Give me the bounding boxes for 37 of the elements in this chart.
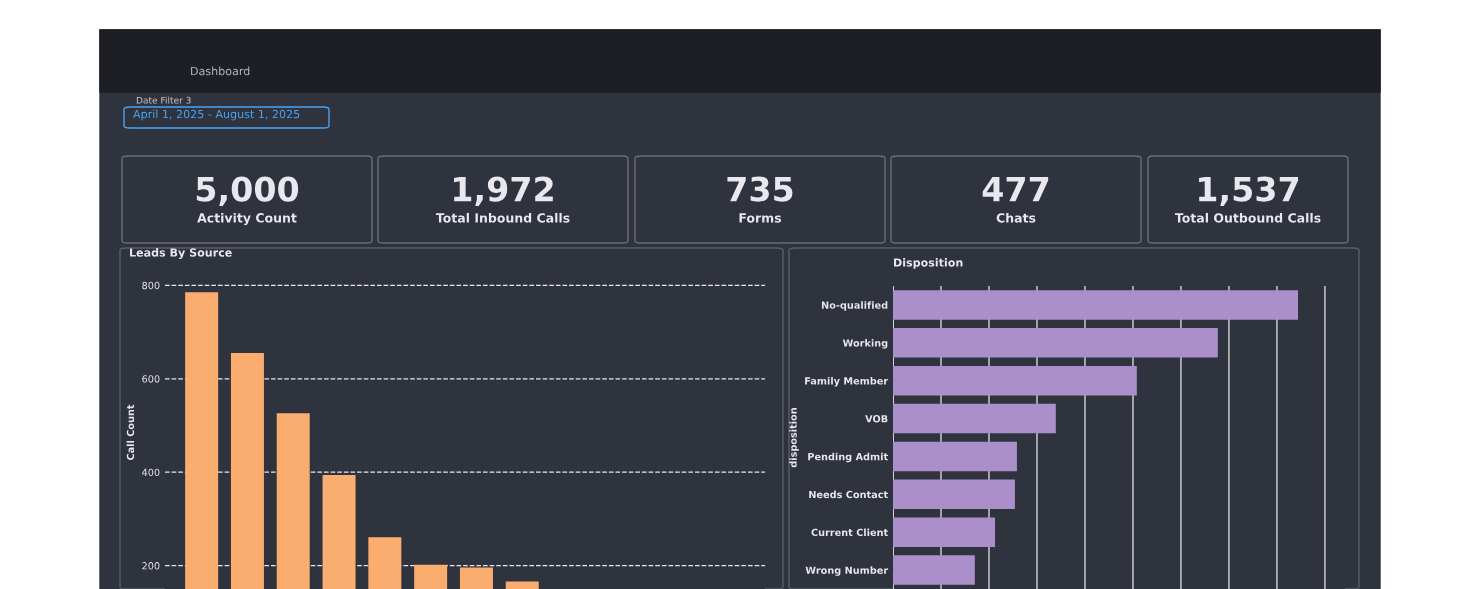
y-axis-title: Call Count [126, 404, 135, 461]
y-tick-label: 200 [142, 562, 160, 570]
y-tick-label: Working [842, 339, 888, 349]
bar [893, 517, 996, 547]
text: Dashboard [191, 66, 250, 76]
y-tick-label: Current Client [811, 528, 888, 537]
category-label: Total Outbound Calls [1174, 212, 1321, 223]
bar [893, 365, 1137, 396]
bar [893, 479, 1015, 510]
y-tick-label: Needs Contact [809, 490, 888, 499]
text: April 1, 2025 - August 1, 2025 [133, 109, 300, 121]
category-label: Activity Count [197, 212, 297, 226]
y-axis-title: disposition [789, 408, 799, 468]
y-tick-label: No-qualified [821, 301, 888, 311]
y-tick-label: Pending Admit [808, 452, 888, 463]
text: Date Filter 3 [136, 96, 191, 104]
y-tick-label: 600 [142, 375, 160, 383]
y-tick-label: 400 [142, 468, 160, 477]
category-label: Forms [739, 213, 782, 223]
bar [893, 441, 1017, 472]
text: 477 [982, 176, 1049, 202]
bar [893, 403, 1056, 434]
category-label: Chats [996, 212, 1036, 223]
bar [893, 555, 975, 585]
y-tick-label: VOB [865, 415, 888, 423]
y-tick-label: 800 [142, 281, 160, 290]
text: 735 [727, 176, 793, 202]
y-tick-label: Wrong Number [805, 566, 889, 576]
bar [893, 328, 1218, 358]
chart-title: Leads By Source [130, 248, 232, 259]
bar [893, 290, 1299, 320]
text: 1,537 [1199, 176, 1299, 206]
y-tick-label: Family Member [805, 376, 889, 387]
category-label: Total Inbound Calls [435, 212, 570, 223]
chart-title: Disposition [894, 258, 963, 269]
text: 5,000 [196, 176, 299, 206]
text: 1,972 [454, 176, 553, 206]
